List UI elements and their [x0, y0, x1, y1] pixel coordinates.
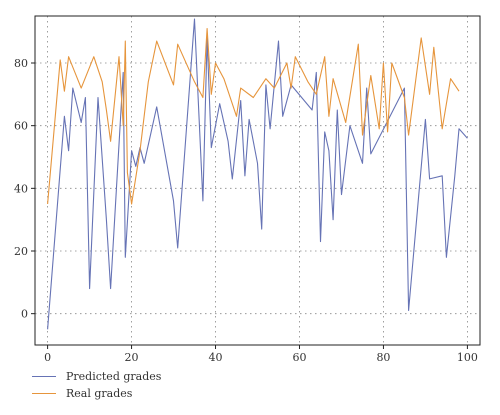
axis-ticks: 0 20 40 60 80 100 0 20 40 60 80: [14, 57, 478, 364]
series-line-0: [47, 18, 468, 330]
y-tick-label: 40: [14, 182, 28, 195]
x-tick-label: 40: [209, 351, 223, 364]
legend-item-real: Real grades: [32, 385, 161, 402]
x-tick-label: 100: [457, 351, 478, 364]
x-tick-label: 20: [125, 351, 139, 364]
series-lines: [47, 18, 468, 330]
legend-label-predicted: Predicted grades: [66, 370, 162, 383]
x-tick-label: 80: [376, 351, 390, 364]
legend-swatch-real: [32, 393, 56, 394]
y-tick-label: 0: [21, 308, 28, 321]
legend: Predicted grades Real grades: [32, 368, 161, 402]
y-tick-label: 20: [14, 245, 28, 258]
legend-swatch-predicted: [32, 376, 56, 377]
x-tick-label: 60: [292, 351, 306, 364]
legend-label-real: Real grades: [66, 387, 133, 400]
series-line-1: [47, 27, 460, 205]
y-tick-label: 80: [14, 57, 28, 70]
legend-item-predicted: Predicted grades: [32, 368, 161, 385]
grid-lines: [35, 16, 480, 345]
plot-area-frame: [34, 15, 481, 346]
x-tick-label: 0: [44, 351, 51, 364]
y-tick-label: 60: [14, 120, 28, 133]
